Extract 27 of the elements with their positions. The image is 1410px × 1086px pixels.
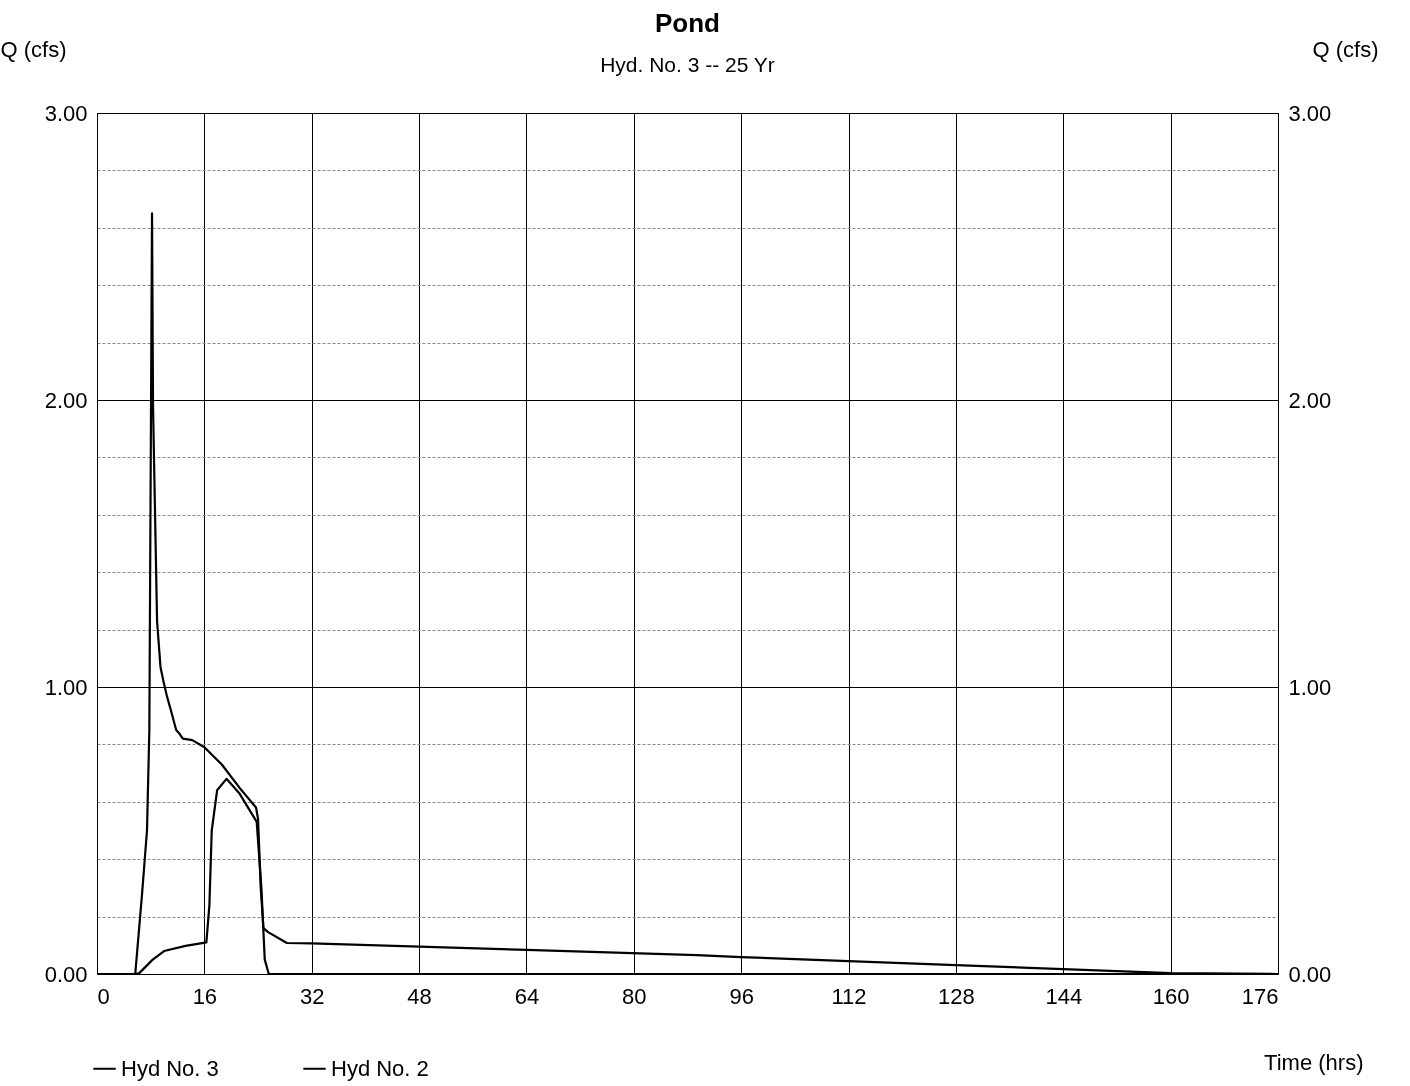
- legend-label: Hyd No. 3: [121, 1055, 219, 1081]
- x-tick-label: 112: [831, 983, 867, 1009]
- legend-label: Hyd No. 2: [331, 1055, 429, 1081]
- x-tick-label: 144: [1045, 983, 1083, 1009]
- y2-tick-label: 3.00: [1288, 100, 1332, 126]
- y2-tick-label: 1.00: [1288, 674, 1332, 700]
- y-tick-label: 3.00: [44, 100, 88, 126]
- y2-tick-label: 2.00: [1288, 387, 1332, 413]
- x-tick-label: 0: [97, 983, 110, 1009]
- chart-subtitle: Hyd. No. 3 -- 25 Yr: [600, 53, 775, 76]
- chart-title: Pond: [655, 8, 720, 38]
- x-tick-label: 128: [938, 983, 975, 1009]
- x-tick-label: 64: [514, 983, 540, 1009]
- x-axis-title: Time (hrs): [1264, 1049, 1364, 1075]
- y-tick-label: 2.00: [44, 387, 88, 413]
- x-tick-label: 176: [1241, 983, 1279, 1009]
- y2-tick-label: 0.00: [1288, 961, 1332, 987]
- x-tick-label: 48: [407, 983, 432, 1009]
- y-tick-label: 0.00: [44, 961, 88, 987]
- x-tick-label: 160: [1152, 983, 1190, 1009]
- x-tick-label: 16: [192, 983, 218, 1009]
- y-tick-label: 1.00: [44, 674, 88, 700]
- y2-axis-title: Q (cfs): [1312, 36, 1379, 62]
- x-tick-label: 80: [622, 983, 647, 1009]
- x-tick-label: 32: [299, 983, 325, 1009]
- y-axis-title: Q (cfs): [0, 36, 67, 62]
- x-tick-label: 96: [729, 983, 754, 1009]
